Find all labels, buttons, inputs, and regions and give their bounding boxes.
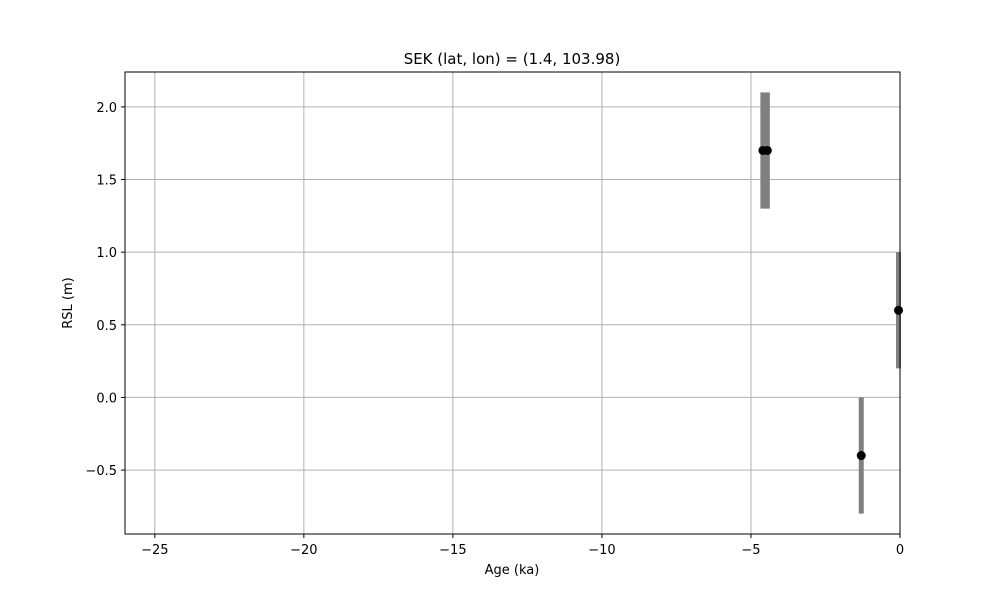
data-points (758, 145, 904, 461)
x-tick-label: −15 (439, 543, 466, 558)
x-tick-label: −5 (741, 543, 760, 558)
y-tick-label: −0.5 (85, 464, 117, 479)
x-tick-label: −20 (290, 543, 317, 558)
x-tick-label: −25 (141, 543, 168, 558)
y-tick-label: 1.0 (96, 246, 117, 261)
data-point (762, 145, 772, 155)
data-point (894, 305, 904, 315)
chart-title: SEK (lat, lon) = (1.4, 103.98) (404, 50, 621, 68)
x-axis-label: Age (ka) (485, 563, 540, 578)
y-tick-label: 2.0 (96, 101, 117, 116)
y-tick-label: 0.5 (96, 319, 117, 334)
y-tick-label: 0.0 (96, 391, 117, 406)
plot-frame (124, 71, 901, 535)
x-axis-ticks: −25 −20 −15 −10 −5 0 (141, 534, 904, 558)
y-axis-label: RSL (m) (61, 277, 76, 328)
data-point (856, 451, 866, 461)
y-tick-label: 1.5 (96, 174, 117, 189)
y-axis-ticks: −0.5 0.0 0.5 1.0 1.5 2.0 (85, 101, 125, 479)
x-tick-label: 0 (896, 543, 904, 558)
x-tick-label: −10 (588, 543, 615, 558)
